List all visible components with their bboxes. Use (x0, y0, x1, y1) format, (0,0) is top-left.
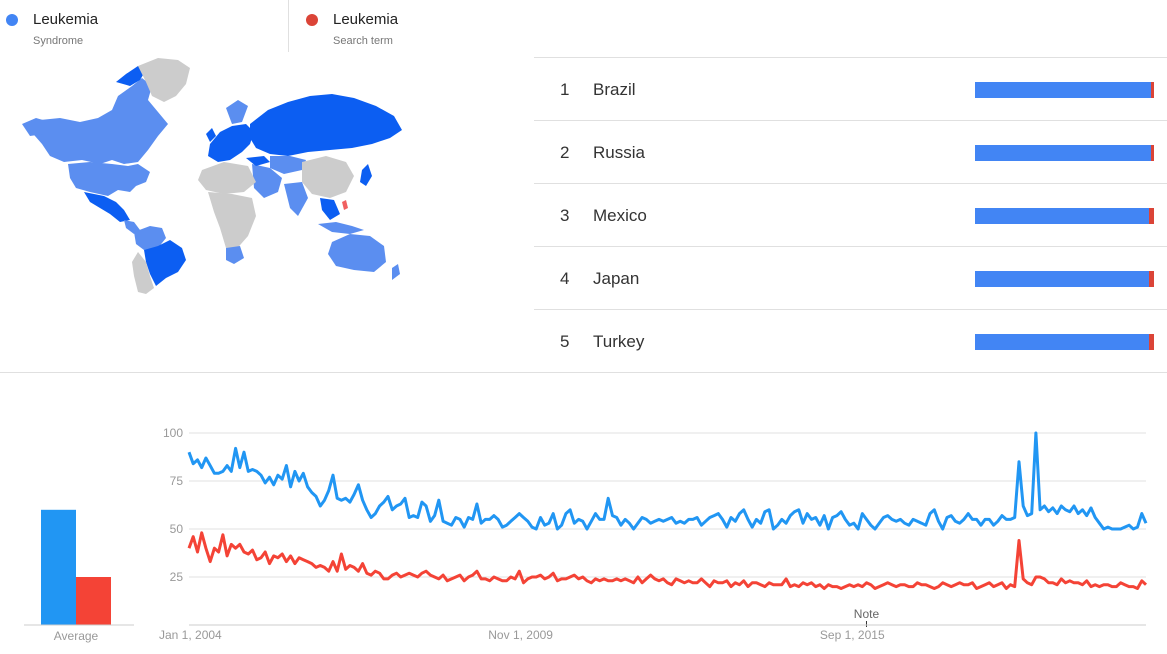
map-region-canada-north[interactable] (116, 66, 146, 86)
rank-bar-search-term (1148, 271, 1154, 287)
chart-series (187, 431, 1148, 590)
map-region-africa-north[interactable] (198, 162, 256, 194)
legend-name: Leukemia (33, 11, 99, 28)
map-region-uk[interactable] (206, 128, 216, 142)
rank-bar-search-term (1148, 208, 1154, 224)
x-tick-label: Nov 1, 2009 (488, 628, 553, 642)
map-region-china[interactable] (302, 156, 354, 198)
map-region-india[interactable] (284, 182, 308, 216)
map-region-indonesia[interactable] (318, 222, 364, 234)
rank-bar-search-term (1148, 334, 1154, 350)
rank-bar (975, 145, 1154, 161)
rank-region: Brazil (593, 80, 636, 99)
legend: Leukemia Syndrome Leukemia Search term (0, 0, 560, 52)
ranking-row[interactable]: 2 Russia (534, 120, 1167, 183)
rank-bar-search-term (1151, 82, 1154, 98)
average-label: Average (54, 629, 99, 643)
interest-over-time-chart[interactable]: Average 25 50 75 100 Jan 1, 2004 Nov 1, … (0, 373, 1167, 654)
legend-name: Leukemia (333, 11, 399, 28)
map-region-turkey[interactable] (246, 156, 270, 166)
rank-bar-syndrome (975, 82, 1152, 98)
chart-gridlines (189, 432, 1146, 578)
rank-region: Russia (593, 143, 645, 162)
y-tick-label: 25 (170, 570, 184, 584)
map-region-south-africa[interactable] (226, 246, 244, 264)
average-bar-search-term (76, 577, 111, 625)
ranking-row[interactable]: 1 Brazil (534, 57, 1167, 120)
rank-bar-syndrome (975, 145, 1152, 161)
series-line-syndrome[interactable] (187, 431, 1148, 531)
y-tick-label: 100 (163, 426, 183, 440)
rank-bar (975, 271, 1154, 287)
region-ranking: 1 Brazil 2 Russia 3 Mexico 4 Japan 5 Tur… (534, 57, 1167, 368)
map-region-south-america-south[interactable] (132, 252, 154, 294)
rank-bar-search-term (1151, 145, 1154, 161)
rank-bar-syndrome (975, 208, 1149, 224)
rank-bar (975, 334, 1154, 350)
rank-bar-syndrome (975, 334, 1149, 350)
map-region-central-america[interactable] (124, 220, 140, 234)
legend-divider (288, 0, 289, 52)
world-map[interactable] (20, 52, 410, 297)
note-label[interactable]: Note (854, 607, 880, 621)
y-tick-labels: 25 50 75 100 (163, 426, 183, 584)
rank-number: 2 (560, 143, 570, 162)
legend-subtitle: Syndrome (33, 35, 84, 47)
legend-dot-syndrome (6, 14, 18, 26)
legend-dot-search-term (306, 14, 318, 26)
map-region-scandinavia[interactable] (226, 100, 248, 124)
rank-bar-syndrome (975, 271, 1149, 287)
map-region-new-zealand[interactable] (392, 264, 400, 280)
y-tick-label: 75 (170, 474, 184, 488)
average-bar-chart: Average (24, 509, 134, 643)
note-annotation[interactable]: Note (854, 607, 880, 627)
map-region-southeast-asia[interactable] (320, 198, 340, 220)
map-region-philippines[interactable] (342, 200, 348, 210)
rank-number: 4 (560, 269, 570, 288)
x-tick-label: Sep 1, 2015 (820, 628, 885, 642)
map-region-russia[interactable] (250, 94, 402, 156)
map-region-kazakhstan[interactable] (270, 156, 306, 174)
map-region-africa-central[interactable] (208, 192, 256, 252)
map-region-australia[interactable] (328, 234, 386, 272)
rank-number: 5 (560, 332, 570, 351)
x-tick-labels: Jan 1, 2004 Nov 1, 2009 Sep 1, 2015 (159, 628, 885, 642)
rank-bar (975, 82, 1154, 98)
ranking-row[interactable]: 3 Mexico (534, 183, 1167, 246)
map-region-brazil[interactable] (144, 240, 186, 286)
rank-number: 1 (560, 80, 570, 99)
x-tick-label: Jan 1, 2004 (159, 628, 222, 642)
y-tick-label: 50 (170, 522, 184, 536)
map-region-japan[interactable] (360, 164, 372, 186)
rank-region: Japan (593, 269, 640, 288)
average-bar-syndrome (41, 509, 76, 625)
section-divider (0, 372, 1167, 373)
rank-region: Turkey (593, 332, 645, 351)
map-region-europe[interactable] (208, 124, 254, 162)
map-region-usa[interactable] (68, 162, 150, 196)
map-region-greenland[interactable] (138, 58, 190, 102)
rank-bar (975, 208, 1154, 224)
rank-number: 3 (560, 206, 570, 225)
map-region-mexico[interactable] (84, 192, 130, 222)
map-region-south-america-north[interactable] (134, 226, 166, 250)
map-region-alaska[interactable] (22, 118, 50, 136)
map-region-middle-east[interactable] (252, 164, 282, 198)
series-line-search-term[interactable] (187, 531, 1148, 590)
rank-region: Mexico (593, 206, 647, 225)
map-region-canada[interactable] (28, 78, 168, 164)
legend-subtitle: Search term (333, 35, 393, 47)
ranking-row[interactable]: 5 Turkey (534, 309, 1167, 368)
ranking-row[interactable]: 4 Japan (534, 246, 1167, 309)
